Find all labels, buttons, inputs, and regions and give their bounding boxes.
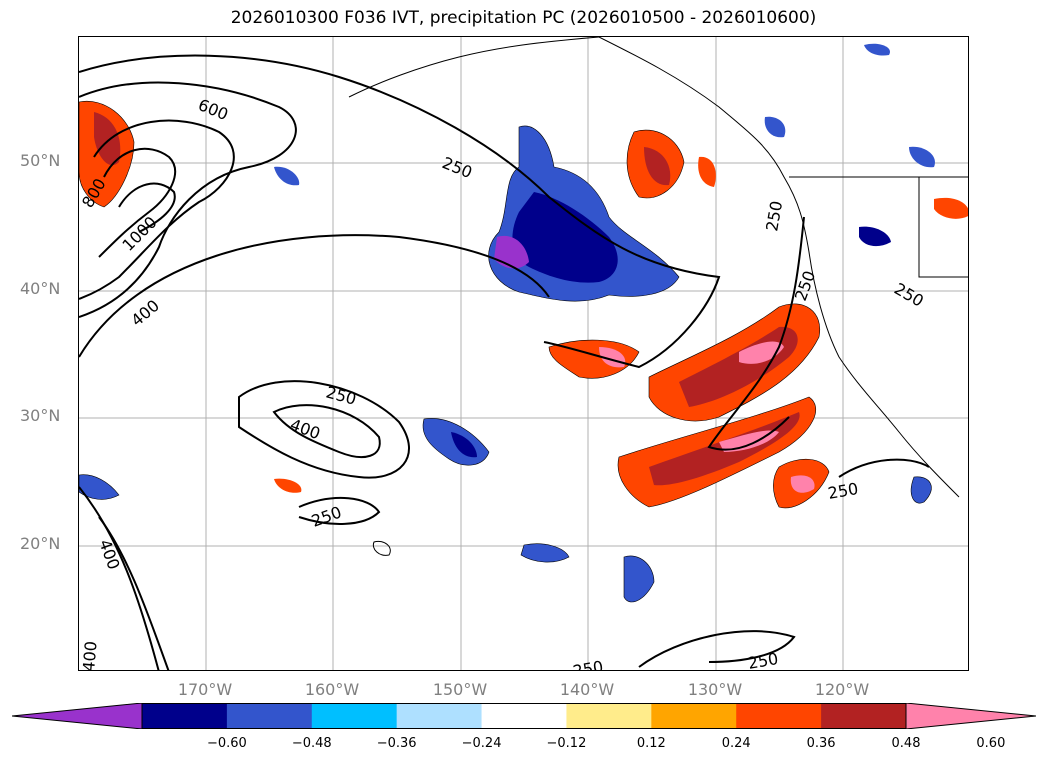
lon-label-170w: 170°W [177, 680, 233, 699]
contour-250-north [79, 54, 721, 369]
lat-label-40n: 40°N [20, 279, 61, 298]
pos-blob-bc-coast [698, 156, 716, 187]
chart-title: 2026010300 F036 IVT, precipitation PC (2… [230, 8, 817, 28]
neg-blob-north [864, 43, 890, 56]
neg-blob-south [520, 543, 570, 563]
colorbar-tick-label: −0.48 [291, 736, 332, 751]
contour-400-south-2 [98, 516, 170, 670]
contour-250-small [298, 496, 381, 525]
lon-label-130w: 130°W [687, 680, 743, 699]
colorbar-tick-label: 0.48 [891, 736, 921, 751]
neg-blob-hawaii-core [451, 432, 477, 458]
map-canvas: 600 800 1000 400 250 250 250 250 250 400… [79, 37, 968, 671]
colorbar-segments [12, 703, 1036, 729]
contour-label: 400 [127, 296, 163, 330]
colorbar-segment [142, 703, 228, 729]
colorbar [12, 703, 1036, 729]
contour-400-south [79, 486, 160, 670]
neg-blob-south-2 [623, 555, 655, 603]
positive-pc-regions [79, 100, 968, 509]
contour-label: 250 [324, 383, 358, 409]
lon-label-160w: 160°W [304, 680, 360, 699]
colorbar-segment [396, 703, 483, 729]
neg-blob-canada [909, 146, 935, 168]
colorbar-segment [736, 703, 822, 729]
colorbar-segment [566, 703, 652, 729]
state-border-nevada [918, 177, 968, 278]
pos-blob-ar-upper-peak [739, 341, 784, 364]
colorbar-tick-label: 0.24 [721, 736, 751, 751]
contour-label: 600 [196, 95, 231, 124]
ivt-contours [79, 54, 930, 670]
colorbar-segment [226, 703, 313, 729]
pos-blob-east-edge [934, 197, 968, 219]
pos-blob-gulf-alaska-core [644, 147, 671, 186]
colorbar-extend-min [12, 703, 143, 729]
colorbar-extend-max [905, 703, 1036, 729]
contour-250-east [838, 458, 930, 478]
colorbar-frame [141, 703, 907, 729]
colorbar-segment [481, 703, 567, 729]
lat-label-30n: 30°N [20, 406, 61, 425]
colorbar-segment [311, 703, 398, 729]
pos-blob-aleutian-core [94, 112, 121, 166]
contour-label: 250 [440, 153, 475, 182]
pos-blob-ar-lower-peak [719, 430, 779, 452]
contour-label: 400 [288, 415, 323, 443]
contour-250-mid [79, 234, 550, 358]
coastlines [348, 37, 968, 556]
neg-blob-oregon [859, 226, 891, 247]
contour-label: 250 [571, 657, 604, 671]
colorbar-tick-label: −0.24 [461, 736, 502, 751]
colorbar-tick-label: 0.12 [636, 736, 666, 751]
colorbar-segment [821, 703, 907, 729]
contour-600 [79, 119, 235, 300]
contour-label: 250 [826, 479, 859, 503]
colorbar-tick-label: −0.12 [546, 736, 587, 751]
neg-blob-central-peak [494, 235, 529, 269]
neg-blob-east [910, 476, 932, 504]
colorbar-segment [651, 703, 737, 729]
colorbar-tick-label: −0.60 [206, 736, 247, 751]
contour-label: 250 [762, 199, 786, 232]
contour-label: 250 [891, 279, 927, 311]
contour-label: 250 [791, 268, 819, 303]
neg-blob-bc [764, 116, 786, 138]
negative-pc-regions [79, 43, 935, 603]
pos-blob-southeast-peak [790, 475, 815, 493]
pos-blob-small [274, 478, 302, 493]
map-panel: 600 800 1000 400 250 250 250 250 250 400… [78, 36, 969, 671]
lon-label-140w: 140°W [559, 680, 615, 699]
contour-label: 1000 [118, 213, 160, 255]
contour-label: 250 [746, 649, 779, 671]
lon-label-150w: 150°W [432, 680, 488, 699]
contour-250-loop [238, 380, 411, 479]
lat-label-50n: 50°N [20, 151, 61, 170]
colorbar-tick-label: −0.36 [376, 736, 417, 751]
contour-400-west [79, 81, 297, 318]
neg-blob-central-core [512, 192, 618, 283]
colorbar-tick-label: 0.36 [806, 736, 836, 751]
contour-800 [98, 147, 176, 258]
contour-label: 400 [95, 537, 123, 572]
lat-label-20n: 20°N [20, 534, 61, 553]
coast-north-america [598, 37, 960, 498]
lon-label-120w: 120°W [814, 680, 870, 699]
contour-250-bottom [638, 630, 796, 668]
colorbar-tick-label: 0.60 [976, 736, 1006, 751]
coast-alaska [348, 37, 600, 98]
contour-label: 400 [79, 640, 101, 671]
coast-hawaii [372, 540, 391, 556]
contour-250-coast [707, 216, 805, 451]
contour-1000 [118, 182, 176, 233]
contour-label: 250 [309, 502, 344, 530]
contour-400-loop [272, 404, 381, 458]
neg-blob-gulf [274, 166, 300, 186]
